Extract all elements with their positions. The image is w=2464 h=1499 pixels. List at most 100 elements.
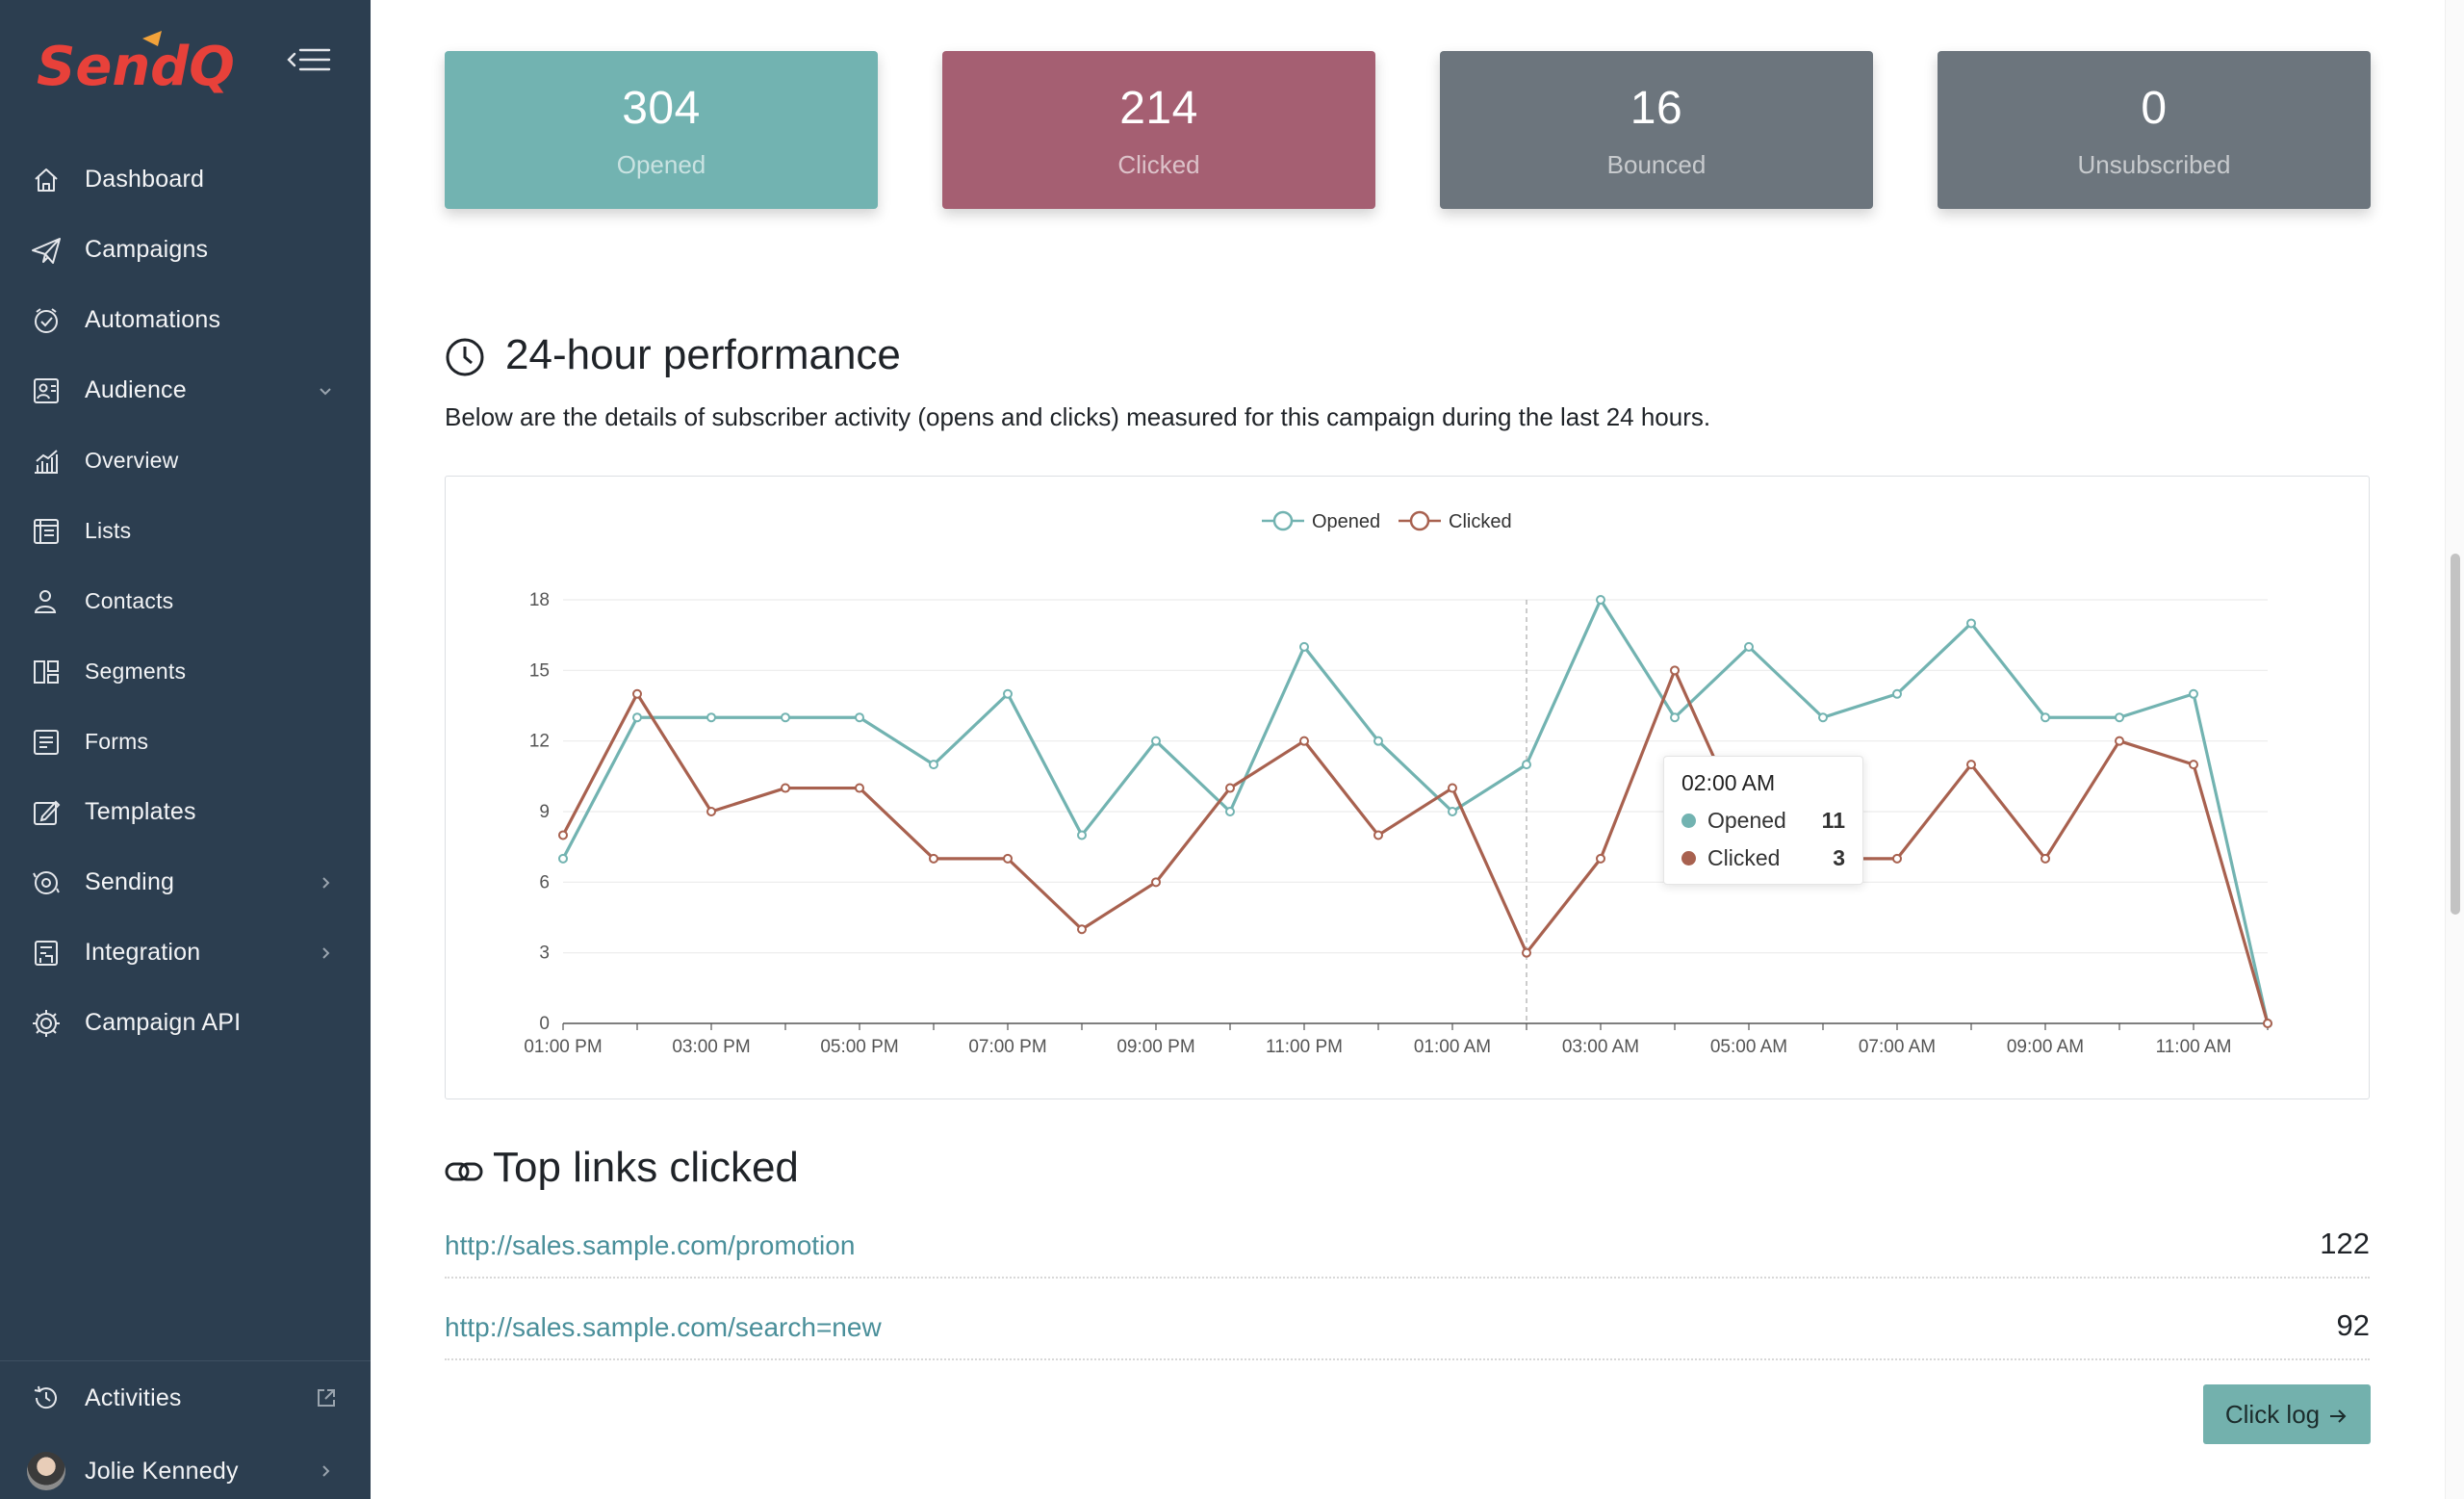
data-point-clicked [2115, 736, 2124, 746]
audience-icon [29, 374, 64, 408]
stat-card-unsubscribed[interactable]: 0 Unsubscribed [1938, 51, 2371, 209]
collapse-sidebar-button[interactable] [285, 42, 333, 77]
paper-plane-icon [29, 233, 64, 268]
tooltip-row-opened: Opened 11 [1681, 808, 1845, 834]
sidebar-item-integration[interactable]: Integration [0, 917, 371, 988]
data-point-opened [1818, 712, 1828, 723]
data-point-opened [2189, 688, 2198, 699]
x-tick-label: 09:00 AM [2007, 1037, 2084, 1057]
integration-icon [29, 936, 64, 970]
sidebar-item-campaign-api[interactable]: Campaign API [0, 988, 371, 1058]
legend-swatch-marker [1409, 510, 1430, 531]
performance-chart: 0 3 6 9 12 15 18 01:00 PM 03:00 PM 05:00 PM 07:00 … [445, 476, 2370, 1099]
sidebar-item-sending[interactable]: Sending [0, 847, 371, 917]
data-point-clicked [781, 783, 790, 793]
arrow-right-icon [2327, 1404, 2348, 1425]
home-icon [29, 163, 64, 197]
data-point-opened [855, 712, 864, 723]
stat-label: Clicked [1117, 150, 1200, 179]
y-tick-label: 9 [539, 802, 550, 822]
link-url[interactable]: http://sales.sample.com/promotion [445, 1230, 856, 1260]
sidebar-item-contacts[interactable]: Contacts [0, 566, 371, 636]
data-point-opened [1448, 807, 1457, 816]
stat-label: Opened [616, 150, 706, 179]
data-point-clicked [1596, 853, 1605, 864]
data-point-clicked [2189, 760, 2198, 770]
sidebar-item-label: Overview [85, 448, 179, 473]
click-log-label: Click log [2224, 1399, 2321, 1429]
stat-value: 16 [1630, 83, 1683, 134]
sidebar-item-dashboard[interactable]: Dashboard [0, 144, 371, 215]
automation-check-icon [29, 303, 64, 338]
stat-value: 0 [2141, 83, 2168, 134]
x-tick-label: 11:00 PM [1266, 1037, 1343, 1057]
data-point-clicked [1299, 736, 1309, 746]
chart-bars-icon [29, 444, 64, 478]
page-scrollbar[interactable] [2445, 0, 2464, 1499]
sidebar-user-profile[interactable]: Jolie Kennedy [0, 1434, 371, 1499]
sidebar-item-label: Activities [85, 1383, 182, 1411]
sidebar-item-label: Audience [85, 376, 187, 403]
sidebar-item-label: Sending [85, 868, 175, 895]
sidebar-item-audience[interactable]: Audience [0, 355, 371, 426]
data-point-clicked [2040, 853, 2050, 864]
x-tick-label: 01:00 AM [1414, 1037, 1491, 1057]
data-point-opened [706, 712, 716, 723]
chevron-right-icon [317, 874, 334, 892]
data-point-clicked [1670, 665, 1680, 676]
list-item: http://sales.sample.com/promotion 122 [445, 1221, 2370, 1279]
link-url[interactable]: http://sales.sample.com/search=new [445, 1312, 882, 1342]
tooltip-value: 11 [1821, 808, 1845, 833]
avatar [27, 1452, 65, 1490]
sidebar-item-label: Templates [85, 798, 196, 825]
data-point-clicked [1003, 853, 1013, 864]
sidebar-item-label: Segments [85, 659, 187, 684]
x-tick-label: 03:00 AM [1562, 1037, 1639, 1057]
x-tick-label: 07:00 PM [968, 1037, 1046, 1057]
scrollbar-thumb[interactable] [2451, 554, 2460, 915]
sidebar-item-templates[interactable]: Templates [0, 777, 371, 847]
sidebar-item-automations[interactable]: Automations [0, 285, 371, 355]
data-point-clicked [1966, 760, 1976, 770]
sidebar-item-label: Integration [85, 939, 201, 966]
sidebar-item-activities[interactable]: Activities [0, 1361, 371, 1434]
sidebar-footer: Activities Jolie Kennedy [0, 1360, 371, 1499]
tooltip-label: Opened [1707, 808, 1786, 833]
chevron-down-icon [317, 382, 334, 400]
data-point-clicked [1522, 947, 1531, 958]
data-point-opened [1744, 641, 1754, 652]
y-tick-label: 6 [539, 872, 550, 892]
sidebar-item-overview[interactable]: Overview [0, 426, 371, 496]
sidebar-item-forms[interactable]: Forms [0, 707, 371, 777]
clicked-dot-icon [1681, 851, 1696, 866]
sidebar-item-campaigns[interactable]: Campaigns [0, 215, 371, 285]
data-point-clicked [632, 688, 642, 699]
stat-label: Bounced [1606, 150, 1707, 179]
stat-card-bounced[interactable]: 16 Bounced [1440, 51, 1873, 209]
sendq-logo[interactable]: SendQ [35, 25, 256, 112]
data-point-clicked [855, 783, 864, 793]
template-edit-icon [29, 795, 64, 830]
data-point-clicked [1373, 830, 1383, 840]
line-chart-svg[interactable]: 0 3 6 9 12 15 18 01:00 PM 03:00 PM 05:00 PM 07:00 … [446, 477, 2371, 1100]
data-point-clicked [1151, 877, 1161, 888]
x-tick-label: 01:00 PM [524, 1037, 602, 1057]
data-point-opened [1596, 595, 1605, 605]
data-point-clicked [1448, 783, 1457, 793]
menu-collapse-icon [287, 48, 331, 71]
clock-icon [445, 337, 485, 377]
stat-card-opened[interactable]: 304 Opened [445, 51, 878, 209]
sidebar-item-segments[interactable]: Segments [0, 636, 371, 707]
list-icon [29, 514, 64, 549]
data-point-opened [1522, 760, 1531, 770]
x-tick-label: 07:00 AM [1859, 1037, 1936, 1057]
sidebar-item-lists[interactable]: Lists [0, 496, 371, 566]
x-tick-label: 05:00 PM [820, 1037, 898, 1057]
data-point-opened [558, 853, 568, 864]
stat-card-clicked[interactable]: 214 Clicked [942, 51, 1375, 209]
series-line-clicked [561, 668, 2270, 1024]
series-line-opened [561, 598, 2270, 1024]
sidebar-item-label: Dashboard [85, 166, 205, 193]
click-log-button[interactable]: Click log [2203, 1384, 2371, 1444]
data-point-opened [1003, 688, 1013, 699]
